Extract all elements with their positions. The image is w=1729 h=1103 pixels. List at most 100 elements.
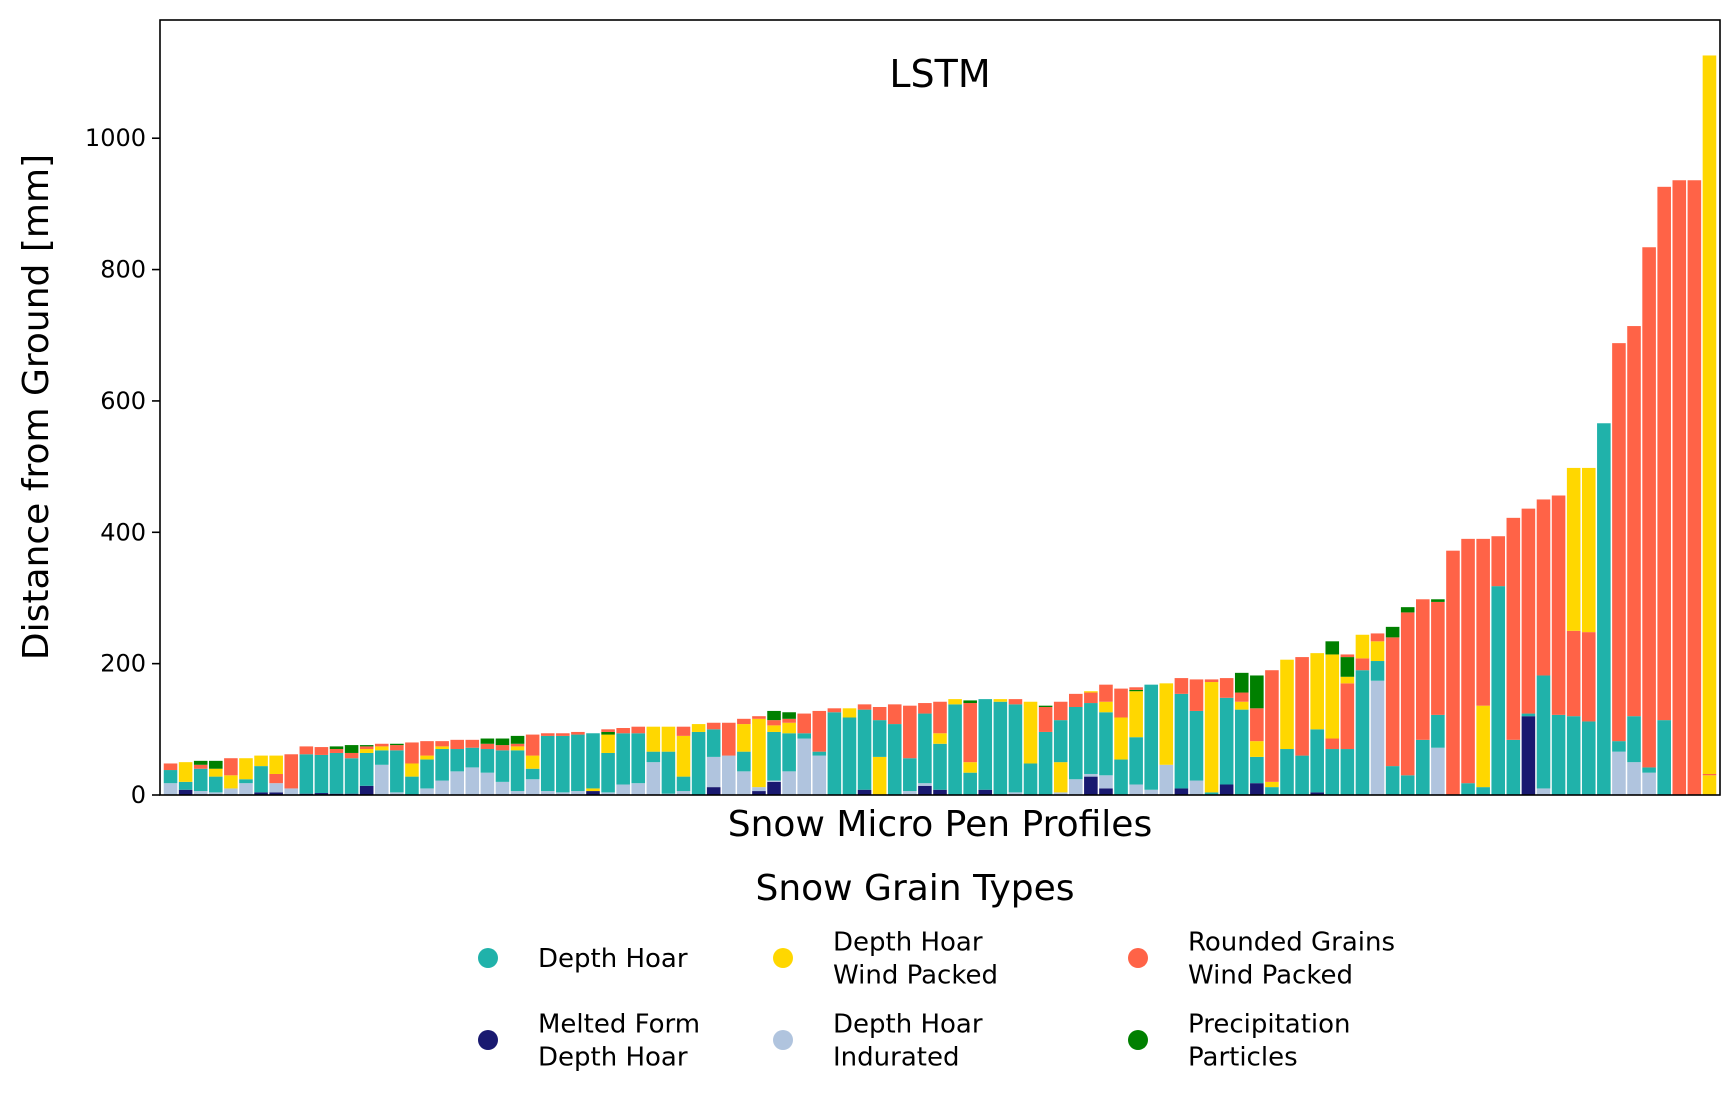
bar-segment-profile-62-rgwp-4 bbox=[1084, 692, 1098, 704]
bar-segment-profile-44-dh-2 bbox=[812, 751, 827, 756]
bar-segment-profile-97-rgwp-3 bbox=[1612, 343, 1626, 742]
bar-segment-profile-32-dh-2 bbox=[631, 733, 646, 784]
bar-segment-profile-85-dh-2 bbox=[1431, 714, 1445, 748]
legend-label-mfdh: Melted Form Depth Hoar bbox=[538, 1010, 700, 1073]
y-axis-label: Distance from Ground [mm] bbox=[16, 154, 57, 660]
bar-segment-profile-77-dh-2 bbox=[1310, 729, 1324, 793]
bar-segment-profile-73-dh-2 bbox=[1250, 756, 1264, 784]
bar-segment-profile-33-dhi-1 bbox=[646, 762, 661, 795]
bar-segment-profile-63-mfdh-1 bbox=[1099, 788, 1113, 795]
bar-segment-profile-18-dhi-1 bbox=[420, 788, 434, 795]
legend-label-pp: Precipitation Particles bbox=[1188, 1010, 1351, 1073]
bar-segment-profile-27-rgwp-3 bbox=[556, 733, 570, 736]
bar-segment-profile-53-dhwp-2 bbox=[948, 699, 962, 705]
bar-segment-profile-33-dhwp-3 bbox=[646, 726, 661, 752]
bar-segment-profile-86-rgwp-1 bbox=[1446, 550, 1460, 795]
bar-segment-profile-88-dh-1 bbox=[1476, 787, 1490, 795]
bar-segment-profile-5-dhi-1 bbox=[224, 788, 238, 795]
bar-segment-profile-34-dh-2 bbox=[661, 751, 676, 794]
legend-marker-rgwp bbox=[1128, 948, 1148, 968]
bar-segment-profile-79-dhwp-3 bbox=[1340, 676, 1355, 684]
legend-marker-dhi bbox=[773, 1030, 793, 1050]
bar-segment-profile-98-dh-2 bbox=[1627, 716, 1641, 763]
bar-segment-profile-45-dh-1 bbox=[827, 712, 842, 795]
bar-segment-profile-28-rgwp-3 bbox=[571, 731, 585, 735]
bar-segment-profile-73-dhwp-3 bbox=[1250, 741, 1264, 757]
bar-segment-profile-71-dh-2 bbox=[1219, 697, 1234, 785]
bar-segment-profile-22-dhi-1 bbox=[480, 772, 495, 795]
bar-segment-profile-35-rgwp-4 bbox=[676, 726, 691, 736]
bar-segment-profile-51-dhi-2 bbox=[918, 783, 932, 786]
bar-segment-profile-36-dh-1 bbox=[691, 731, 706, 795]
bar-segment-profile-83-rgwp-2 bbox=[1400, 612, 1415, 776]
bar-segment-profile-12-dh-2 bbox=[329, 752, 344, 794]
bar-segment-profile-61-dh-2 bbox=[1069, 706, 1083, 780]
legend-marker-dhwp bbox=[773, 948, 793, 968]
bar-segment-profile-30-dhi-1 bbox=[601, 792, 615, 795]
bar-segment-profile-100-rgwp-2 bbox=[1657, 186, 1671, 721]
bar-segment-profile-65-pp-4 bbox=[1129, 689, 1143, 692]
bar-segment-profile-95-rgwp-2 bbox=[1581, 632, 1596, 722]
bar-segment-profile-25-rgwp-4 bbox=[525, 734, 540, 756]
bar-segment-profile-11-dh-2 bbox=[314, 754, 329, 794]
bar-segment-profile-2-dhwp-3 bbox=[178, 762, 193, 782]
bar-segment-profile-87-dh-1 bbox=[1461, 783, 1475, 795]
bar-segment-profile-14-rgwp-4 bbox=[359, 746, 374, 750]
bar-segment-profile-47-mfdh-1 bbox=[857, 789, 872, 795]
bar-segment-profile-24-pp-5 bbox=[510, 735, 525, 744]
bar-segment-profile-54-rgwp-3 bbox=[963, 703, 977, 763]
bar-segment-profile-13-rgwp-3 bbox=[344, 752, 359, 759]
bar-segment-profile-52-mfdh-1 bbox=[933, 789, 947, 795]
bar-segment-profile-65-dhi-1 bbox=[1129, 784, 1143, 795]
bar-segment-profile-75-dh-1 bbox=[1280, 749, 1294, 795]
bar-segment-profile-23-dhi-1 bbox=[495, 781, 510, 795]
bar-segment-profile-76-dh-1 bbox=[1295, 755, 1309, 795]
bar-segment-profile-81-dhwp-3 bbox=[1370, 641, 1385, 662]
bar-segment-profile-96-dh-1 bbox=[1597, 423, 1611, 795]
bar-segment-profile-37-dh-3 bbox=[706, 729, 721, 757]
bar-segment-profile-92-dhi-1 bbox=[1536, 788, 1551, 795]
bar-segment-profile-54-pp-4 bbox=[963, 700, 977, 704]
bar-segment-profile-81-dh-2 bbox=[1370, 661, 1385, 681]
bar-segment-profile-73-rgwp-4 bbox=[1250, 708, 1264, 742]
bar-segment-profile-31-rgwp-3 bbox=[616, 728, 630, 734]
bar-segment-profile-39-rgwp-4 bbox=[737, 718, 751, 725]
bar-segment-profile-47-rgwp-3 bbox=[857, 704, 872, 710]
bar-segment-profile-31-dhi-1 bbox=[616, 784, 630, 795]
bar-segment-profile-2-mfdh-1 bbox=[178, 789, 193, 795]
bar-segment-profile-42-pp-5 bbox=[782, 712, 796, 719]
bar-segment-profile-30-pp-4 bbox=[601, 731, 615, 735]
bar-segment-profile-17-dhwp-2 bbox=[405, 763, 419, 777]
bar-segment-profile-16-dhi-1 bbox=[390, 792, 404, 795]
bar-segment-profile-44-rgwp-3 bbox=[812, 710, 827, 752]
bar-segment-profile-82-rgwp-2 bbox=[1385, 637, 1400, 767]
bar-segment-profile-61-rgwp-3 bbox=[1069, 693, 1083, 707]
bar-segment-profile-46-dhwp-2 bbox=[842, 708, 857, 718]
bar-segment-profile-52-dhwp-3 bbox=[933, 733, 947, 744]
bar-segment-profile-1-dhi-1 bbox=[163, 783, 178, 795]
bar-segment-profile-43-dhi-1 bbox=[797, 738, 811, 795]
bar-segment-profile-8-rgwp-3 bbox=[269, 773, 283, 784]
bar-segment-profile-62-mfdh-1 bbox=[1084, 776, 1098, 795]
bar-segment-profile-39-dhi-1 bbox=[737, 771, 751, 795]
bar-segment-profile-18-rgwp-4 bbox=[420, 741, 434, 756]
bar-segment-profile-5-dhwp-2 bbox=[224, 775, 238, 789]
bar-segment-profile-59-dh-1 bbox=[1038, 731, 1053, 795]
bar-segment-profile-93-dh-1 bbox=[1551, 714, 1566, 795]
bar-segment-profile-83-pp-3 bbox=[1400, 607, 1415, 613]
bar-segment-profile-88-rgwp-3 bbox=[1476, 538, 1490, 706]
bar-segment-profile-9-dhi-1 bbox=[284, 788, 299, 795]
bar-segment-profile-81-dhi-1 bbox=[1370, 680, 1385, 795]
bar-segment-profile-66-dhi-1 bbox=[1144, 789, 1159, 795]
y-tick-label-600: 600 bbox=[100, 387, 146, 415]
bar-segment-profile-74-rgwp-3 bbox=[1265, 670, 1279, 782]
bar-segment-profile-10-rgwp-3 bbox=[299, 746, 314, 755]
bar-segment-profile-95-dh-1 bbox=[1581, 721, 1596, 795]
legend-label-dhi: Depth Hoar Indurated bbox=[833, 1010, 983, 1073]
bar-segment-profile-38-dhi-1 bbox=[721, 755, 736, 795]
bar-segment-profile-89-dh-1 bbox=[1491, 586, 1506, 795]
bar-segment-profile-92-rgwp-3 bbox=[1536, 499, 1551, 676]
bars-layer bbox=[163, 55, 1717, 795]
bar-segment-profile-103-dhwp-3 bbox=[1702, 55, 1717, 774]
